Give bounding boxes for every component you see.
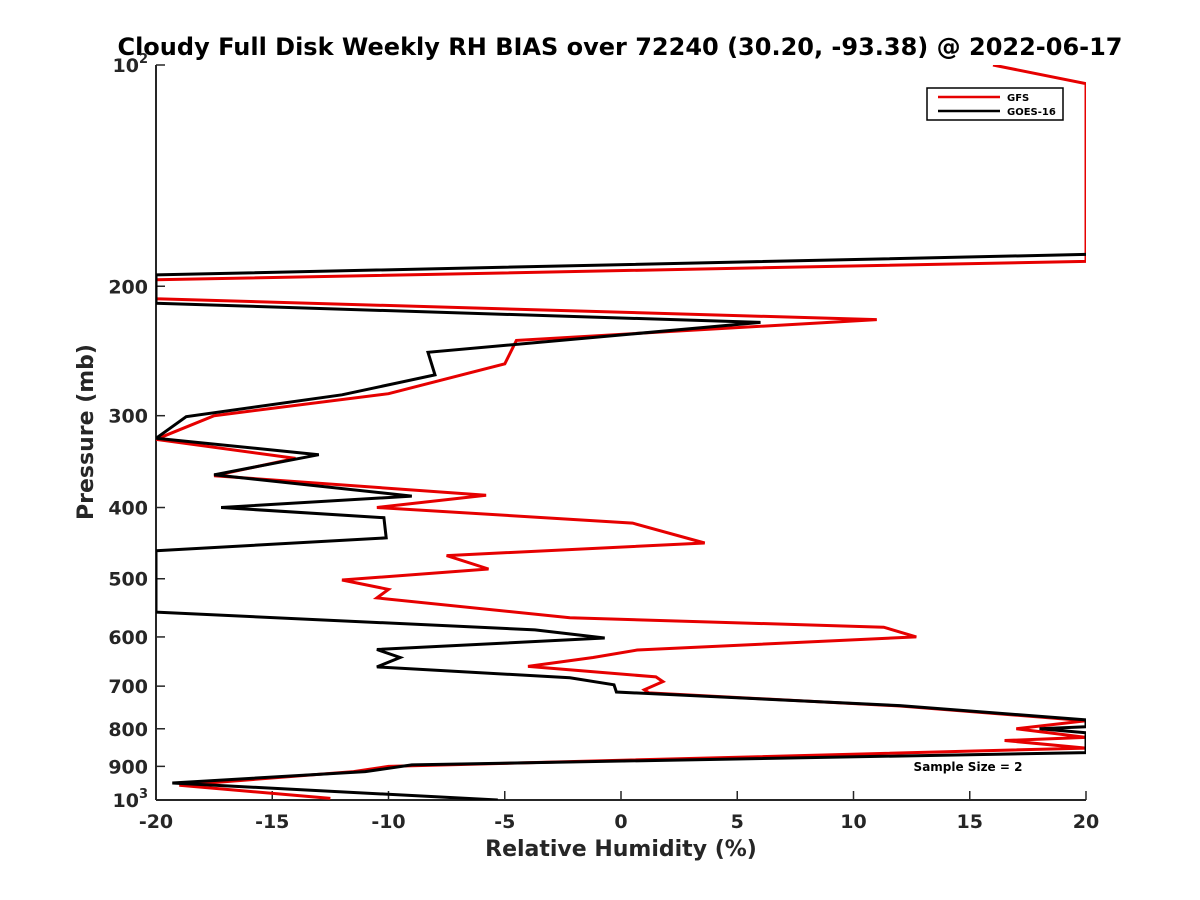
x-tick-label: 15 [957, 811, 983, 833]
legend-label-goes16: GOES-16 [1007, 107, 1056, 118]
x-tick-label: 10 [840, 811, 866, 833]
y-tick-label: 900 [108, 756, 148, 778]
plot-axes [155, 65, 1086, 801]
legend-label-gfs: GFS [1007, 93, 1029, 104]
series-layer [156, 65, 1086, 800]
series-line-gfs [156, 65, 1086, 800]
y-tick-label: 103 [113, 787, 149, 812]
y-axis-label: Pressure (mb) [74, 344, 99, 520]
y-tick-label: 300 [108, 406, 148, 428]
x-tick-label: -5 [494, 811, 515, 833]
chart-title: Cloudy Full Disk Weekly RH BIAS over 722… [117, 33, 1122, 61]
y-tick-label: 500 [108, 569, 148, 591]
x-tick-label: -15 [255, 811, 289, 833]
x-tick-label: -10 [371, 811, 405, 833]
y-tick-label: 800 [108, 719, 148, 741]
legend-box [926, 87, 1064, 121]
x-tick-label: 20 [1073, 811, 1099, 833]
x-tick-label: 0 [614, 811, 627, 833]
x-tick-label: 5 [731, 811, 744, 833]
x-axis-label: Relative Humidity (%) [485, 837, 757, 862]
x-ticks: -20 -15 -10 -5 0 5 10 15 20 [139, 791, 1099, 833]
y-tick-label: 700 [108, 676, 148, 698]
series-line-goes16 [156, 252, 1086, 800]
x-tick-label: -20 [139, 811, 173, 833]
y-tick-label: 400 [108, 498, 148, 520]
y-tick-label: 600 [108, 627, 148, 649]
sample-size-annotation: Sample Size = 2 [914, 760, 1023, 774]
y-ticks: 102 200 300 400 500 600 700 800 900 103 [108, 52, 165, 812]
legend: GFS GOES-16 [926, 87, 1064, 121]
y-tick-label: 200 [108, 276, 148, 298]
y-tick-label: 102 [113, 52, 149, 77]
